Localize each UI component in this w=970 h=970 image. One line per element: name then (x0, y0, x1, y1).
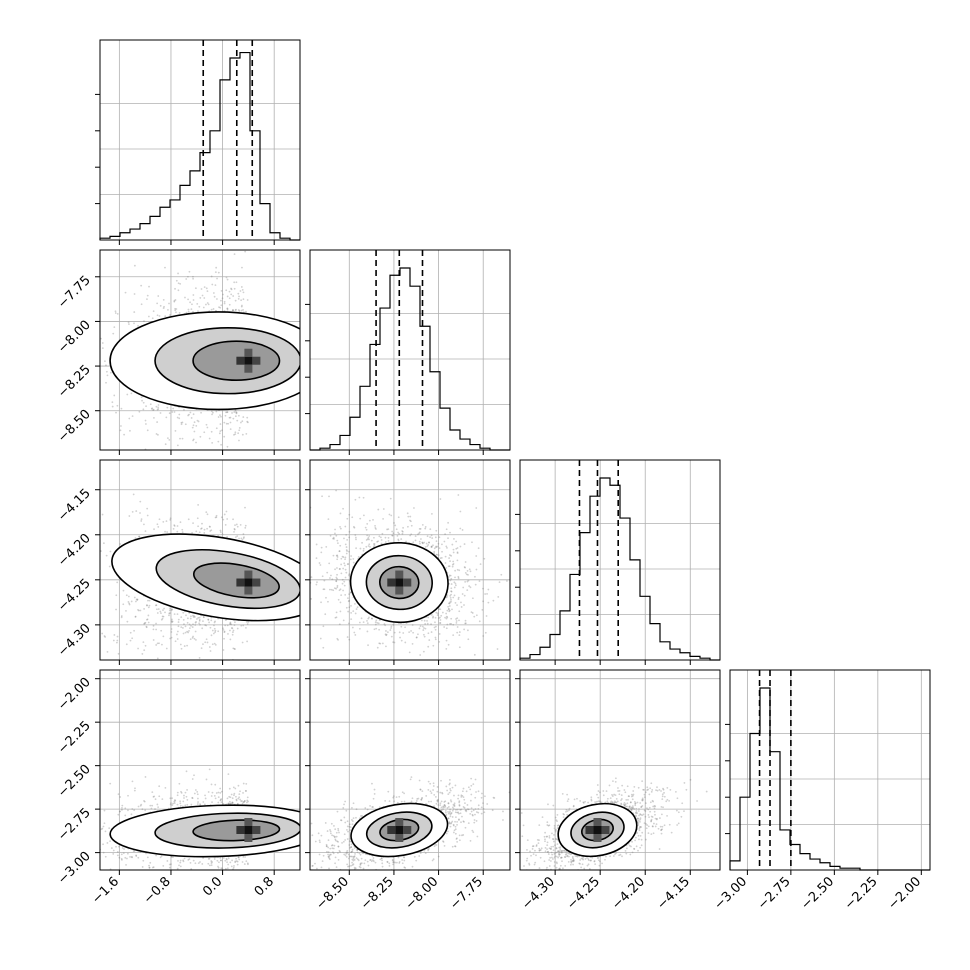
panel-border (309, 249, 511, 451)
density-layer (100, 250, 300, 450)
histogram-step (99, 51, 300, 241)
y-tick-label: −2.75 (55, 805, 94, 844)
scatter-panel: −7.75 −8.00 −8.25 −8.50 (55, 249, 301, 455)
scatter-panel (305, 459, 511, 665)
x-tick-label: −7.75 (447, 874, 486, 913)
x-tick-label: −0.8 (141, 874, 174, 907)
y-tick-label: −8.50 (55, 407, 94, 446)
panel-border (519, 459, 721, 661)
x-tick-label: −8.00 (403, 874, 442, 913)
density-layer (100, 768, 300, 870)
density-peak (236, 570, 261, 595)
y-tick-label: −2.25 (55, 718, 94, 757)
x-tick-label: 0.0 (200, 874, 225, 899)
panel-border (729, 669, 931, 871)
y-tick-label: −3.00 (55, 849, 94, 888)
y-tick-label: −4.15 (55, 486, 94, 525)
panel-background (100, 40, 300, 240)
histogram-panel (515, 459, 721, 665)
density-peak (236, 348, 261, 373)
y-tick-label: −2.50 (55, 762, 94, 801)
density-peak (236, 818, 261, 842)
histogram-panel (95, 39, 301, 245)
panel-border (99, 249, 301, 451)
density-peak (585, 818, 610, 842)
panel-background (730, 670, 930, 870)
x-tick-label: −4.30 (519, 874, 558, 913)
x-tick-label: −2.25 (842, 874, 881, 913)
x-tick-label: −4.15 (654, 874, 693, 913)
density-layer (310, 776, 510, 870)
x-tick-label: −2.75 (755, 874, 794, 913)
histogram-panel: −3.00 −2.75 −2.50 −2.25 −2.00 (711, 669, 931, 913)
panel-border (519, 669, 721, 871)
panel-border (99, 459, 301, 661)
panel-border (99, 669, 301, 871)
density-layer (520, 777, 708, 870)
histogram-step (310, 267, 510, 451)
x-tick-label: −2.00 (885, 874, 924, 913)
y-tick-label: −2.00 (55, 675, 94, 714)
x-tick-label: −4.20 (609, 874, 648, 913)
density-peak (387, 570, 412, 595)
x-tick-label: −1.6 (89, 874, 122, 907)
scatter-panel: −4.15 −4.20 −4.25 −4.30 (55, 459, 301, 665)
density-layer (310, 489, 508, 656)
density-peak (387, 818, 412, 842)
contour-level (192, 340, 281, 382)
histogram-step (519, 477, 720, 661)
panel-border (309, 459, 511, 661)
panel-border (99, 39, 301, 241)
contour-level (192, 819, 281, 842)
y-tick-label: −4.25 (55, 576, 94, 615)
histogram-panel (305, 249, 511, 455)
scatter-panel: −1.6 −0.8 0.0 0.8 −2.00 −2.25 −2.50 −2.75 −3.00 (55, 669, 301, 907)
y-tick-label: −7.75 (55, 273, 94, 312)
x-tick-label: 0.8 (252, 874, 277, 899)
y-tick-label: −8.25 (55, 362, 94, 401)
y-tick-label: −4.30 (55, 621, 94, 660)
y-tick-label: −8.00 (55, 318, 94, 357)
density-layer (100, 493, 300, 660)
scatter-panel: −8.50 −8.25 −8.00 −7.75 (305, 669, 511, 913)
x-tick-label: −8.50 (313, 874, 352, 913)
x-tick-label: −3.00 (711, 874, 750, 913)
x-tick-label: −8.25 (358, 874, 397, 913)
x-tick-label: −4.25 (564, 874, 603, 913)
y-tick-label: −4.20 (55, 531, 94, 570)
panel-border (309, 669, 511, 871)
x-tick-label: −2.50 (798, 874, 837, 913)
scatter-panel: −4.30 −4.25 −4.20 −4.15 (515, 669, 721, 913)
